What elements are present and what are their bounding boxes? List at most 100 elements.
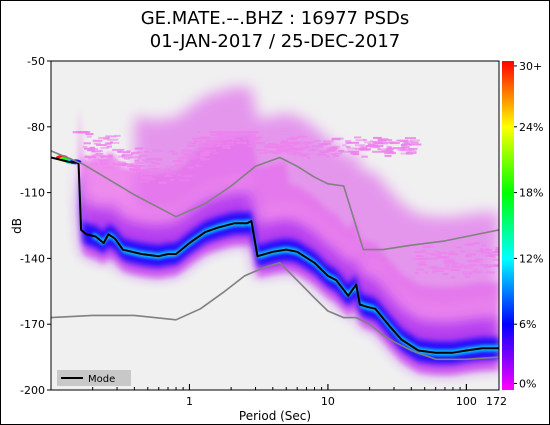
density-speckle	[459, 263, 465, 266]
density-speckle	[373, 145, 384, 147]
density-speckle	[103, 137, 110, 140]
density-speckle	[450, 268, 460, 271]
density-speckle	[489, 271, 496, 274]
density-speckle	[256, 155, 261, 158]
density-speckle	[134, 161, 141, 164]
density-speckle	[492, 258, 499, 261]
density-speckle	[103, 166, 113, 169]
density-speckle	[201, 145, 210, 147]
density-speckle	[424, 271, 429, 274]
density-speckle	[490, 256, 496, 259]
density-speckle	[363, 148, 371, 151]
density-speckle	[464, 243, 475, 246]
density-speckle	[126, 150, 131, 153]
density-speckle	[178, 179, 191, 182]
density-speckle	[215, 131, 222, 134]
density-speckle	[128, 156, 141, 159]
density-speckle	[385, 139, 393, 141]
density-speckle	[247, 145, 257, 148]
density-speckle	[158, 181, 167, 184]
density-speckle	[379, 141, 391, 144]
density-speckle	[403, 140, 413, 143]
density-speckle	[293, 143, 302, 146]
density-speckle	[191, 142, 197, 145]
density-speckle	[486, 248, 490, 251]
density-speckle	[418, 261, 426, 264]
density-speckle	[285, 147, 298, 150]
density-speckle	[236, 141, 241, 144]
density-speckle	[193, 140, 203, 143]
density-speckle	[373, 136, 382, 139]
density-speckle	[117, 161, 126, 164]
chart-title: GE.MATE.--.BHZ : 16977 PSDs	[140, 8, 410, 29]
density-speckle	[256, 149, 268, 152]
density-speckle	[313, 140, 321, 142]
density-speckle	[485, 255, 495, 257]
density-speckle	[377, 139, 387, 142]
density-speckle	[136, 171, 141, 174]
density-speckle	[463, 273, 473, 276]
x-tick-label: 10	[321, 395, 335, 408]
density-speckle	[285, 144, 292, 146]
chart-subtitle: 01-JAN-2017 / 25-DEC-2017	[149, 31, 401, 52]
density-speckle	[426, 257, 438, 260]
density-speckle	[297, 135, 307, 138]
density-speckle	[347, 150, 355, 153]
density-scatter-upper	[72, 131, 499, 279]
density-speckle	[465, 255, 472, 258]
density-speckle	[347, 141, 360, 144]
low-noise-model-line	[51, 262, 499, 361]
density-speckle	[144, 160, 154, 163]
density-band-high	[79, 170, 499, 364]
density-speckle	[479, 250, 485, 253]
density-speckle	[495, 248, 499, 251]
density-speckle	[491, 251, 499, 254]
density-speckle	[409, 143, 422, 146]
density-speckle	[259, 152, 268, 155]
density-speckle	[181, 152, 185, 155]
density-speckle	[85, 133, 94, 136]
density-speckle	[415, 268, 425, 271]
density-speckle	[464, 275, 471, 278]
density-speckle	[436, 256, 442, 259]
density-speckle	[437, 251, 448, 254]
density-speckle	[183, 150, 193, 153]
density-speckle	[316, 153, 327, 156]
density-speckle	[265, 145, 270, 148]
high-noise-model-line	[51, 150, 499, 251]
y-tick-label: -170	[20, 318, 45, 331]
density-speckle	[320, 143, 327, 146]
density-speckle	[82, 145, 88, 148]
density-speckle	[92, 139, 103, 142]
density-speckle	[305, 146, 310, 149]
density-speckle	[140, 180, 149, 183]
density-speckle	[89, 146, 96, 149]
density-speckle	[486, 264, 499, 267]
density-speckle	[378, 137, 389, 140]
density-speckle	[276, 149, 288, 152]
density-speckle	[156, 162, 160, 165]
density-speckle	[199, 136, 210, 139]
density-speckle	[138, 161, 144, 164]
density-speckle	[195, 164, 202, 167]
density-speckle	[72, 131, 81, 134]
density-speckle	[475, 258, 484, 261]
density-speckle	[276, 144, 287, 147]
density-speckle	[401, 146, 410, 149]
y-tick-label: -200	[20, 384, 45, 397]
density-speckle	[135, 169, 140, 172]
density-speckle	[259, 144, 270, 147]
density-speckle	[408, 143, 412, 146]
colorbar-tick-label: 6%	[519, 318, 536, 331]
density-speckle	[90, 162, 99, 165]
density-speckle	[214, 139, 224, 142]
density-speckle	[93, 142, 101, 145]
density-speckle	[300, 141, 311, 144]
density-speckle	[107, 138, 119, 141]
density-speckle	[440, 267, 449, 270]
density-speckle	[291, 151, 302, 154]
density-speckle	[138, 157, 142, 160]
density-speckle	[319, 150, 330, 153]
density-speckle	[361, 155, 368, 158]
density-speckle	[129, 164, 142, 167]
